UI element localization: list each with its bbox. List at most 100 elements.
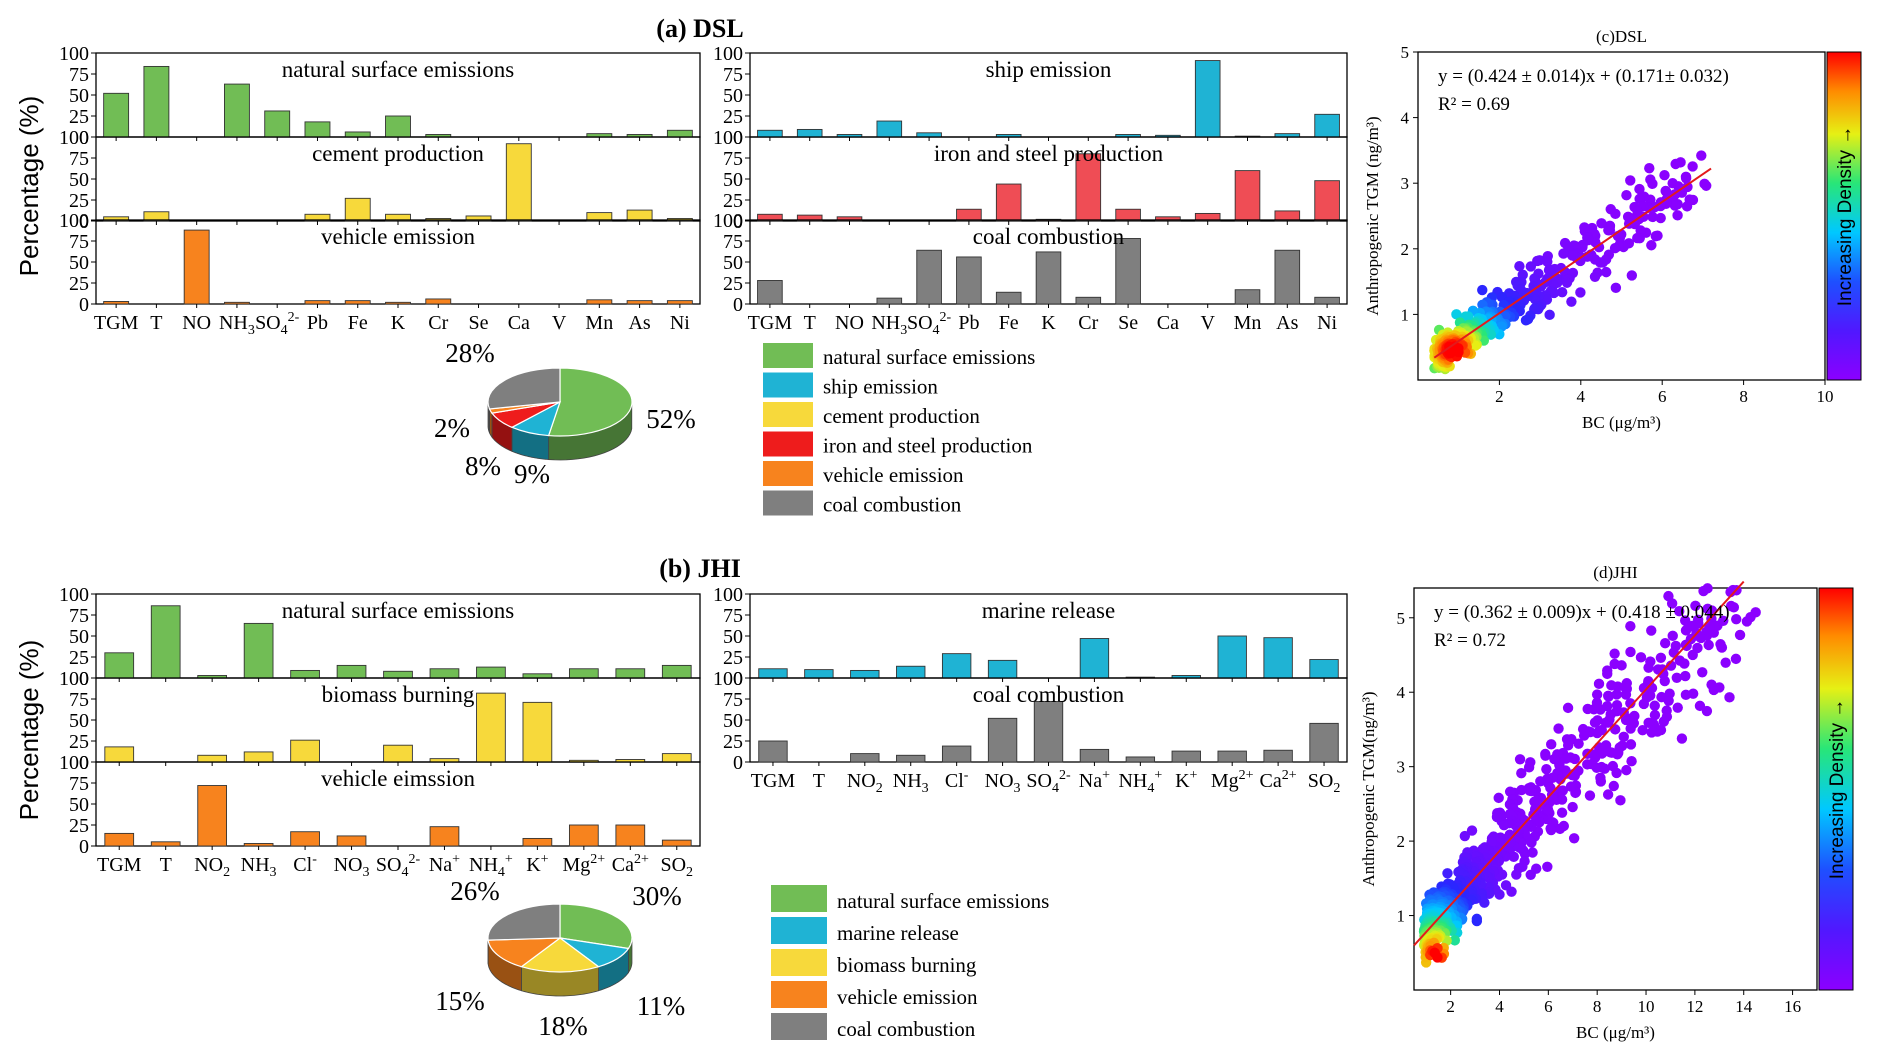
c-scatter-point xyxy=(1680,173,1692,184)
d-scatter-point xyxy=(1500,880,1512,891)
a-left-category-label: Fe xyxy=(348,312,368,334)
b-right-category-label: SO2 xyxy=(1308,770,1341,796)
b-right-bar xyxy=(1033,701,1064,763)
b-right-bar xyxy=(804,669,834,679)
b-left-category-label: NO3 xyxy=(334,854,370,880)
b-left-ytick-label: 100 xyxy=(59,752,89,774)
a-right-bar xyxy=(956,208,982,222)
b-right-ytick-label: 0 xyxy=(733,752,743,774)
c-scatter-point xyxy=(1596,218,1607,229)
a-right-category-label: Ca xyxy=(1157,312,1179,334)
d-scatter-point xyxy=(1638,698,1650,710)
b-left-ytick-label: 75 xyxy=(69,605,89,627)
d-scatter-point xyxy=(1611,689,1622,700)
b-left-bar xyxy=(104,832,135,847)
a-right-category-label: As xyxy=(1276,312,1298,334)
d-scatter-point xyxy=(1625,723,1636,734)
a-pie-percent-label: 2% xyxy=(434,413,470,443)
a-left-category-label: Ni xyxy=(670,312,690,334)
c-scatter-point xyxy=(1566,296,1577,307)
a-right-panel-title: coal combustion xyxy=(973,224,1125,249)
d-scatter-point xyxy=(1542,861,1553,872)
a-right-ytick-label: 25 xyxy=(723,106,743,128)
a-left-ytick-label: 75 xyxy=(69,231,89,253)
b-left-bar xyxy=(243,843,274,847)
c-scatter-point xyxy=(1450,345,1461,356)
b-left-bar xyxy=(383,670,413,679)
d-scatter-point xyxy=(1516,768,1527,779)
b-right-category-label: NO2 xyxy=(847,770,883,796)
c-scatter-y-axis-label: Anthropogenic TGM (ng/m³) xyxy=(1363,116,1382,315)
b-pie-percent-label: 30% xyxy=(632,881,682,911)
a-right-ytick-label: 0 xyxy=(733,211,743,233)
title-b: (b) JHI xyxy=(659,554,741,583)
legend-a-swatch xyxy=(763,343,813,368)
a-left-ytick-label: 0 xyxy=(79,294,89,316)
d-scatter-xtick-label: 12 xyxy=(1686,997,1703,1016)
b-left-ytick-label: 75 xyxy=(69,773,89,795)
d-scatter-xtick-label: 6 xyxy=(1544,997,1553,1016)
d-scatter-point xyxy=(1602,789,1614,800)
b-pie-percent-label: 26% xyxy=(450,876,500,906)
legend-a-swatch xyxy=(763,402,813,427)
a-left-category-label: V xyxy=(552,312,567,334)
a-right-bar xyxy=(796,128,823,138)
b-right-panel-title: marine release xyxy=(982,598,1115,623)
a-right-ytick-label: 50 xyxy=(723,169,743,191)
c-scatter-point xyxy=(1687,161,1698,172)
c-scatter-point xyxy=(1626,270,1638,281)
b-left-bar xyxy=(568,824,599,847)
d-scatter-point xyxy=(1546,739,1557,750)
d-scatter-xtick-label: 8 xyxy=(1593,997,1602,1016)
b-right-category-label: Mg2+ xyxy=(1211,768,1254,792)
b-right-bar xyxy=(896,754,926,763)
d-scatter-point xyxy=(1602,668,1613,680)
a-left-category-label: TGM xyxy=(94,312,139,334)
b-left-bar xyxy=(661,839,692,847)
c-scatter-r-squared: R² = 0.69 xyxy=(1438,94,1510,115)
c-scatter-point xyxy=(1610,282,1622,294)
d-scatter-point xyxy=(1609,648,1620,659)
d-scatter-point xyxy=(1658,716,1670,727)
a-left-panel-title: cement production xyxy=(312,141,484,166)
d-scatter-point xyxy=(1725,600,1737,612)
d-scatter-point xyxy=(1498,819,1510,831)
b-left-bar xyxy=(383,744,413,763)
d-scatter-point xyxy=(1643,717,1654,728)
d-scatter-point xyxy=(1578,730,1590,741)
a-right-category-label: Cr xyxy=(1078,312,1098,334)
a-left-bar xyxy=(183,229,210,305)
b-right-bar xyxy=(758,668,788,679)
b-right-ytick-label: 25 xyxy=(723,647,743,669)
a-right-bar xyxy=(757,280,783,305)
a-pie-slice xyxy=(487,367,561,410)
b-right-bar xyxy=(1309,659,1339,679)
b-left-bar xyxy=(429,826,460,847)
a-left-bar xyxy=(264,110,291,138)
b-right-category-label: T xyxy=(813,770,825,792)
b-left-category-label: T xyxy=(160,854,172,876)
a-right-ytick-label: 100 xyxy=(713,43,743,65)
b-left-bar xyxy=(522,837,553,847)
a-right-ytick-label: 75 xyxy=(723,64,743,86)
d-scatter-point xyxy=(1680,670,1691,682)
b-left-bar xyxy=(290,669,320,679)
c-scatter-point xyxy=(1655,212,1666,224)
b-right-category-label: TGM xyxy=(751,770,796,792)
a-left-ytick-label: 75 xyxy=(69,148,89,170)
d-scatter-point xyxy=(1656,691,1667,703)
a-left-bar xyxy=(626,300,653,305)
b-right-category-label: NH3 xyxy=(893,770,929,796)
d-scatter-point xyxy=(1556,807,1568,818)
b-right-ytick-label: 75 xyxy=(723,689,743,711)
b-right-ytick-label: 0 xyxy=(733,668,743,690)
title-a: (a) DSL xyxy=(656,14,743,43)
c-scatter-point xyxy=(1659,170,1670,181)
b-left-ytick-label: 0 xyxy=(79,668,89,690)
b-pie-percent-label: 18% xyxy=(538,1011,588,1041)
d-scatter-point xyxy=(1621,764,1632,776)
c-scatter-point xyxy=(1544,309,1555,321)
b-left-category-label: SO2 xyxy=(660,854,693,880)
legend-b-label: coal combustion xyxy=(837,1017,976,1041)
c-scatter-xtick-label: 4 xyxy=(1577,387,1586,406)
